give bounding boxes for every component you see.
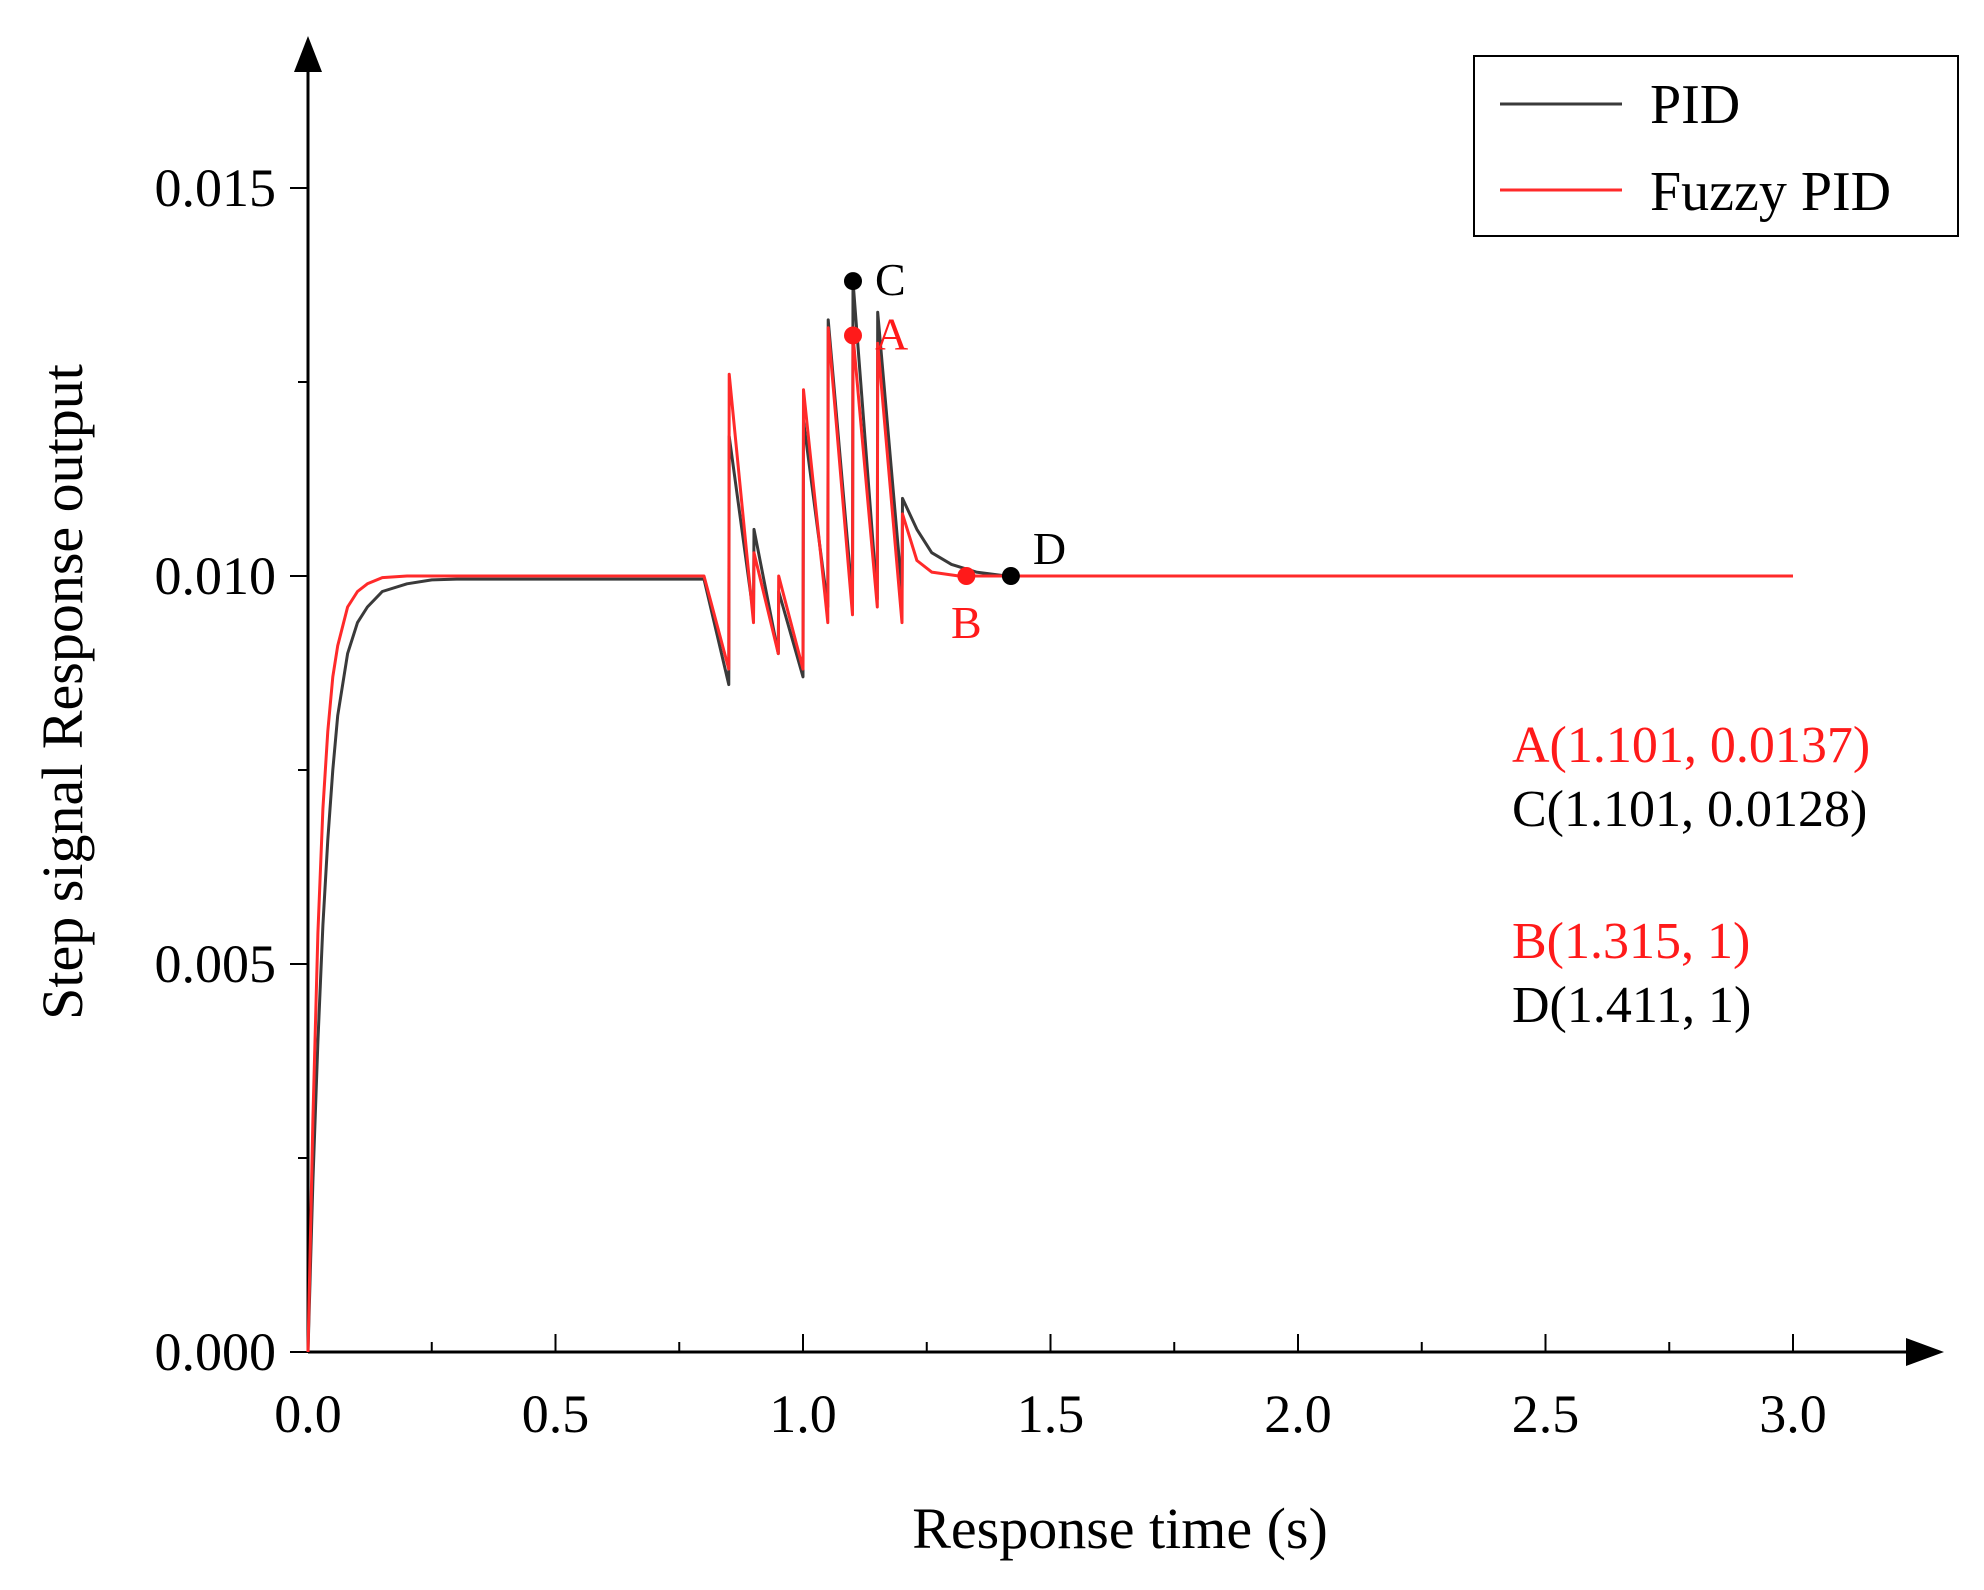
marker-layer: CA BD (843, 254, 1066, 648)
y-tick-label: 0.005 (155, 934, 277, 994)
x-tick-label: 3.0 (1759, 1384, 1827, 1444)
y-tick-label: 0.015 (155, 158, 277, 218)
y-tick-label: 0.000 (155, 1322, 277, 1382)
annotation-a: A(1.101, 0.0137) (1512, 717, 1870, 774)
axes (294, 36, 1944, 1366)
x-tick-label: 0.5 (522, 1384, 590, 1444)
x-tick-label: 1.5 (1017, 1384, 1085, 1444)
x-tick-label: 2.0 (1264, 1384, 1332, 1444)
series-layer (306, 279, 1793, 1353)
legend: PID Fuzzy PID (1473, 55, 1959, 237)
y-axis-label: Step signal Response output (30, 364, 95, 1020)
marker-point-b (957, 567, 976, 585)
marker-point-c (843, 272, 862, 291)
marker-label-c: C (875, 254, 906, 305)
x-axis-arrow (1906, 1338, 1944, 1366)
legend-label-fuzzy-pid: Fuzzy PID (1650, 161, 1891, 223)
legend-label-pid: PID (1650, 74, 1740, 136)
marker-point-a (843, 326, 862, 345)
annotation-d: D(1.411, 1) (1512, 977, 1751, 1034)
x-axis-label: Response time (s) (912, 1496, 1328, 1561)
y-axis-arrow (294, 36, 322, 72)
marker-label-a: A (875, 308, 908, 359)
annotation-b: B(1.315, 1) (1512, 913, 1750, 970)
marker-point-d (1001, 567, 1020, 585)
y-tick-label: 0.010 (155, 546, 277, 606)
marker-label-b: B (951, 597, 982, 648)
ticks: 0.0 0.5 1.0 1.5 2.0 2.5 3.0 0.000 0.005 0.010 0.01… (155, 158, 1827, 1444)
x-tick-label: 1.0 (769, 1384, 837, 1444)
coordinate-annotations: A(1.101, 0.0137) C(1.101, 0.0128) B(1.31… (1512, 717, 1870, 1034)
marker-label-d: D (1033, 523, 1066, 574)
legend-box (1473, 55, 1959, 237)
series-line-pid (306, 279, 1793, 1353)
series-line-fuzzy-pid (306, 326, 1793, 1353)
x-tick-label: 2.5 (1512, 1384, 1580, 1444)
annotation-c: C(1.101, 0.0128) (1512, 781, 1867, 838)
x-tick-label: 0.0 (274, 1384, 342, 1444)
